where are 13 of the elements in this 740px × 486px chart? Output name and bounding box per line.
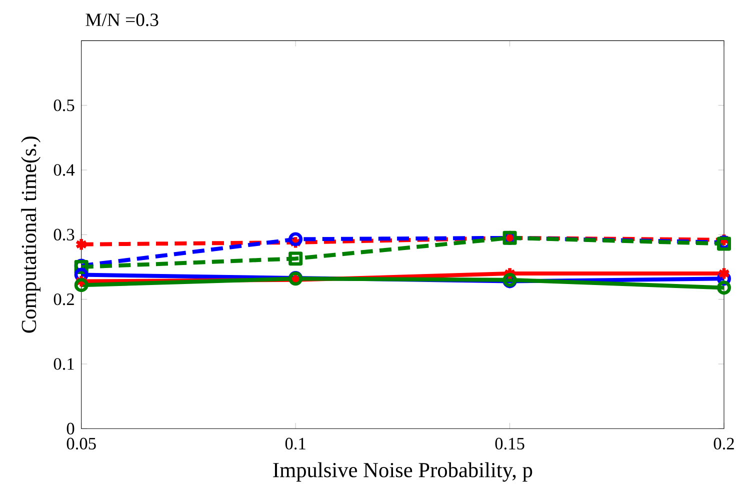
y-tick-label: 0 [66,422,74,434]
x-tick-label: 0.15 [495,438,524,450]
y-tick-label: 0.3 [54,228,74,241]
y-tick-label: 0.2 [54,293,74,306]
x-axis-title: Impulsive Noise Probability, p [273,462,532,482]
y-tick-label: 0.4 [54,164,75,176]
y-tick-label: 0.5 [54,99,74,112]
y-tick-label: 0.1 [54,358,74,370]
y-axis-title: Computational time(s.) [21,136,40,333]
x-tick-label: 0.1 [285,438,306,450]
chart-title: M/N =0.3 [86,14,158,26]
x-tick-label: 0.05 [66,438,96,450]
x-tick-label: 0.2 [714,438,734,450]
